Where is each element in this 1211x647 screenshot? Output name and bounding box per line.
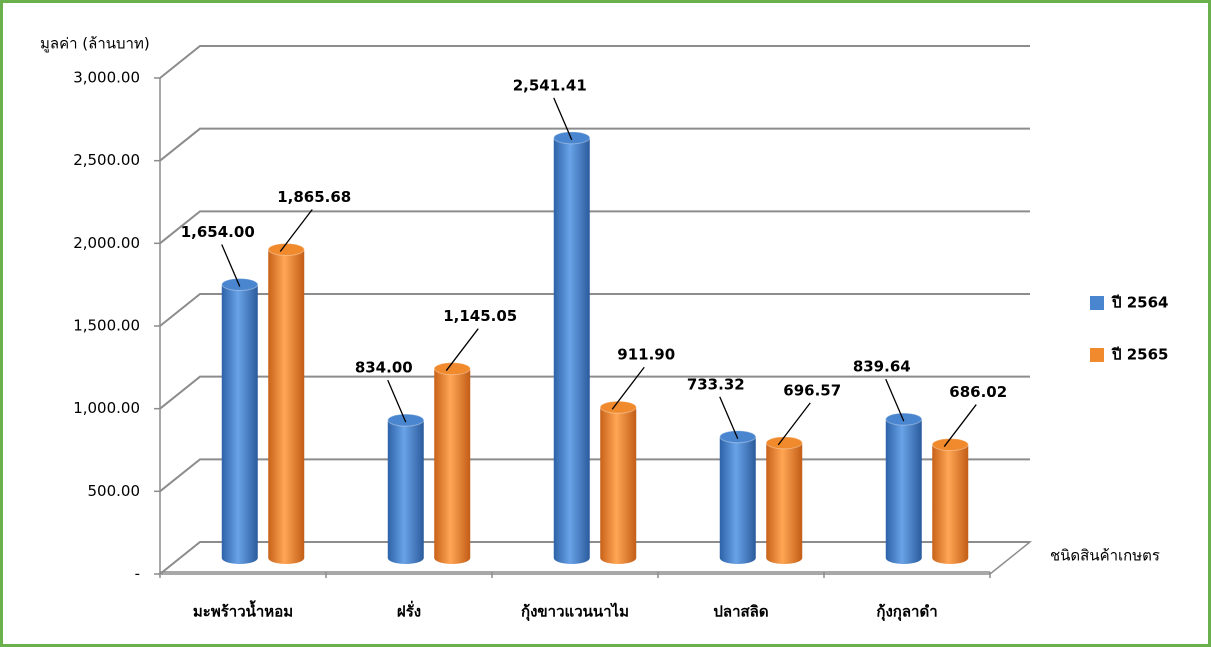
x-tick-label: ปลาสลิด — [713, 603, 768, 621]
y-tick-label: 500.00 — [88, 482, 141, 500]
cylinder-top — [387, 413, 425, 427]
value-label: 834.00 — [355, 359, 413, 377]
leader-line — [777, 402, 811, 446]
cylinder-body — [600, 407, 637, 564]
y-tick-label: 2,500.00 — [73, 151, 140, 169]
value-label: 1,145.05 — [443, 307, 517, 325]
cylinder — [599, 400, 637, 564]
cylinder-top — [931, 438, 969, 452]
leader-line — [221, 244, 241, 287]
cylinder-top — [267, 243, 305, 257]
cylinder-body — [719, 436, 756, 564]
cylinder-top — [719, 430, 757, 444]
x-tick-label: มะพร้าวน้ำหอม — [193, 600, 293, 621]
y-tick-label: 2,000.00 — [73, 234, 140, 252]
cylinder — [267, 243, 305, 565]
grid-line — [159, 375, 1030, 410]
cylinder-top — [599, 400, 637, 414]
cylinder — [765, 436, 803, 564]
leader-line — [719, 396, 739, 440]
x-tick-label: ฝรั่ง — [397, 601, 421, 621]
legend-swatch — [1090, 296, 1104, 310]
cylinder-body — [553, 137, 590, 564]
grid-line — [159, 45, 1030, 79]
cylinder-body — [221, 284, 258, 564]
cylinder — [931, 438, 969, 564]
cylinder-body — [766, 442, 803, 564]
cylinder — [387, 413, 425, 564]
leader-line — [279, 209, 313, 252]
cylinder — [719, 430, 757, 564]
value-label: 1,654.00 — [181, 223, 255, 241]
y-tick-label: 3,000.00 — [73, 69, 140, 87]
leader-line — [611, 366, 645, 410]
cylinder — [221, 278, 259, 564]
grid-line — [159, 210, 1030, 245]
y-tick-label: 1,500.00 — [73, 317, 140, 335]
cylinder-top — [885, 412, 923, 426]
leader-line — [943, 404, 977, 447]
cylinder-body — [387, 420, 424, 564]
legend-label: ปี 2564 — [1111, 294, 1168, 312]
leader-line — [885, 378, 905, 422]
grid-line — [159, 293, 1030, 327]
legend-label: ปี 2565 — [1111, 346, 1168, 364]
value-label: 839.64 — [853, 358, 911, 376]
value-label: 686.02 — [949, 383, 1007, 401]
y-tick-label: 1,000.00 — [73, 399, 140, 417]
value-label: 1,865.68 — [277, 188, 351, 206]
value-label: 911.90 — [617, 346, 675, 364]
cylinder — [553, 131, 591, 564]
x-axis-title: ชนิดสินค้าเกษตร — [1050, 547, 1160, 565]
cylinder-body — [932, 444, 969, 564]
y-axis-title: มูลค่า (ล้านบาท) — [40, 35, 150, 53]
cylinder — [433, 362, 471, 564]
leader-line — [445, 328, 479, 372]
x-tick-label: กุ้งขาวแวนนาไม — [521, 602, 629, 622]
legend-swatch — [1090, 348, 1104, 362]
value-label: 696.57 — [783, 381, 841, 399]
cylinder-body — [434, 368, 471, 564]
cylinder-body — [268, 249, 305, 565]
grid-line — [159, 127, 1030, 162]
cylinder-top — [221, 278, 259, 292]
cylinder — [885, 412, 923, 564]
cylinder-body — [885, 419, 922, 564]
cylinder-top — [553, 131, 591, 145]
value-label: 2,541.41 — [513, 76, 587, 94]
leader-line — [387, 379, 407, 423]
value-label: 733.32 — [687, 375, 745, 393]
leader-line — [553, 97, 573, 141]
cylinder-top — [765, 436, 803, 450]
x-tick-label: กุ้งกุลาดำ — [876, 603, 937, 622]
y-tick-label: - — [135, 565, 140, 583]
cylinder-top — [433, 362, 471, 376]
